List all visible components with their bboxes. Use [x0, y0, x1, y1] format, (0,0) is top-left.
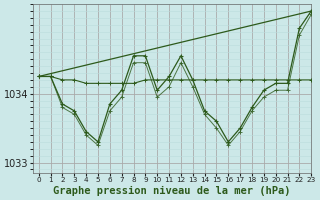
X-axis label: Graphe pression niveau de la mer (hPa): Graphe pression niveau de la mer (hPa) — [53, 186, 291, 196]
